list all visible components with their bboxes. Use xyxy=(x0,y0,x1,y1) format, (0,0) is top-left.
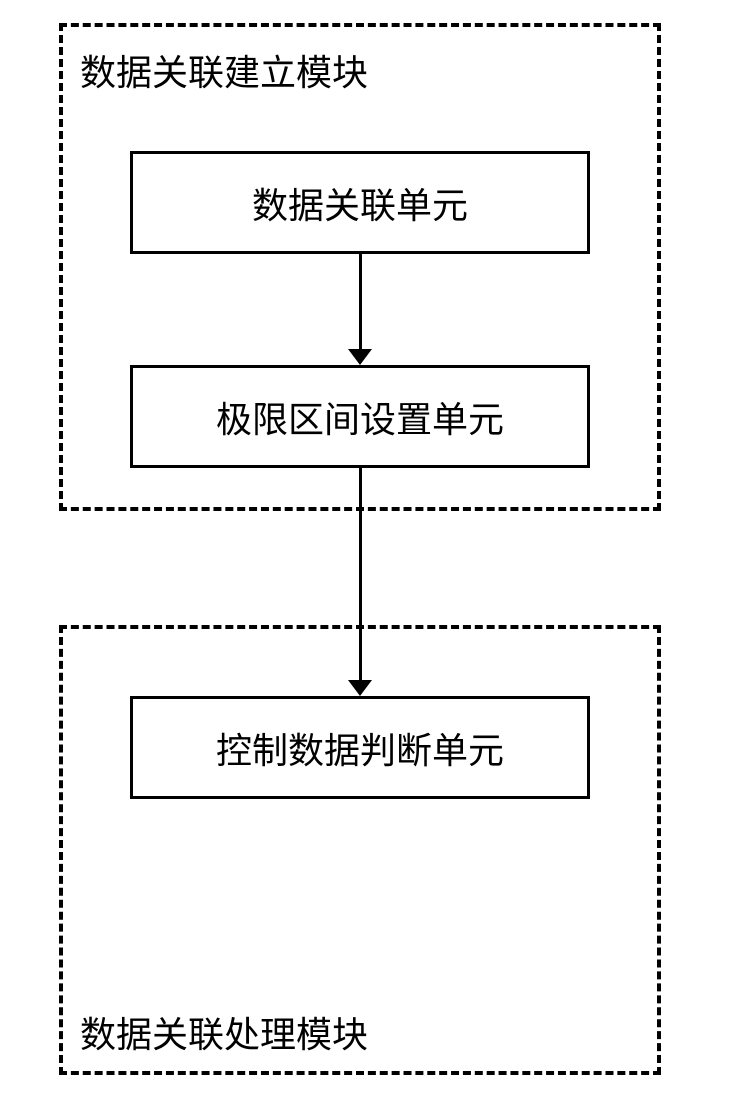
unit-2-label: 极限区间设置单元 xyxy=(216,391,504,443)
arrow-1-head xyxy=(348,349,372,365)
module-title-2: 数据关联处理模块 xyxy=(80,1006,368,1058)
module-title-1: 数据关联建立模块 xyxy=(80,44,368,96)
unit-control-data-judge: 控制数据判断单元 xyxy=(130,696,590,799)
unit-limit-interval-setting: 极限区间设置单元 xyxy=(130,365,590,468)
arrow-1-line xyxy=(359,254,362,351)
module-2-label: 数据关联处理模块 xyxy=(80,1014,368,1055)
module-1-label: 数据关联建立模块 xyxy=(80,52,368,93)
unit-3-label: 控制数据判断单元 xyxy=(216,722,504,774)
unit-1-label: 数据关联单元 xyxy=(252,177,468,229)
unit-data-association: 数据关联单元 xyxy=(130,151,590,254)
